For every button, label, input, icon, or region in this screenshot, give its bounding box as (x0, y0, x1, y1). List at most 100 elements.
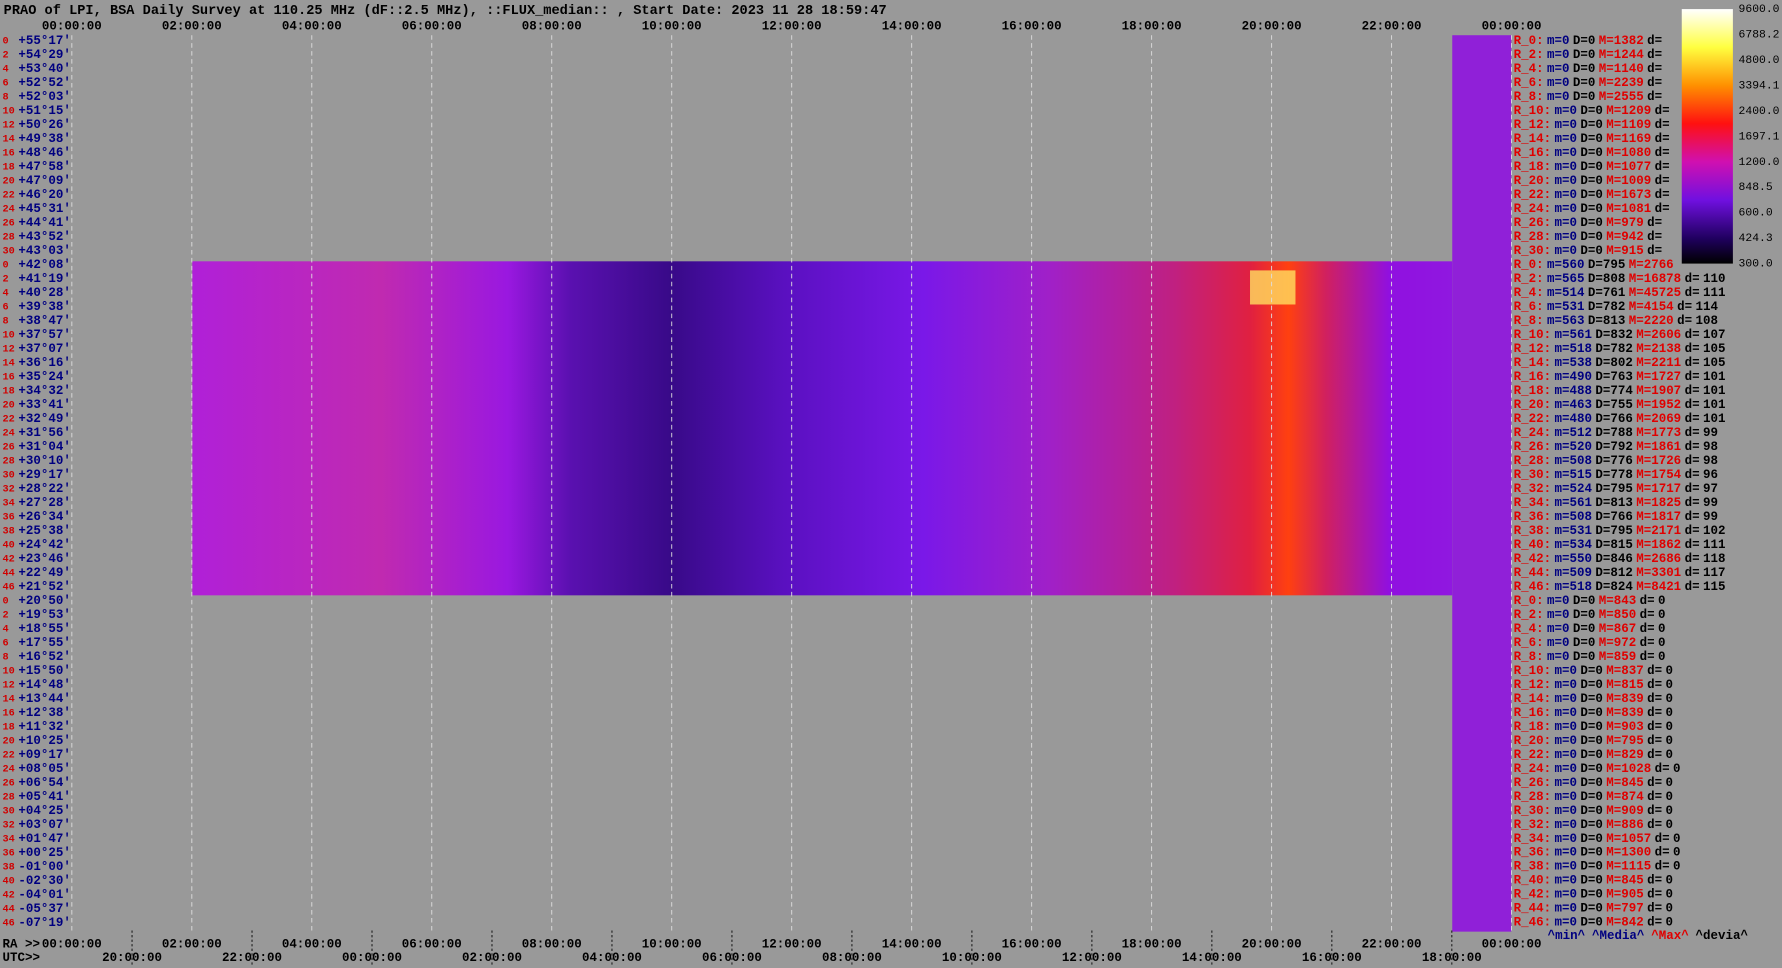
field-value: 0 (1588, 34, 1596, 48)
field-label: D= (1580, 160, 1595, 174)
field-label: d= (1685, 286, 1700, 300)
field-value: 0 (1569, 692, 1577, 706)
field-value: 111 (1703, 538, 1725, 552)
field-label: D= (1588, 286, 1603, 300)
field-value: 0 (1588, 622, 1596, 636)
field-value: 0 (1569, 748, 1577, 762)
field-label: m= (1554, 216, 1569, 230)
beam-number: 0 (3, 595, 9, 607)
field-value: 776 (1610, 454, 1632, 468)
field-label: M= (1636, 510, 1651, 524)
beam-number: 6 (3, 78, 9, 90)
field-value: 0 (1569, 902, 1577, 916)
declination: +38°47′ (18, 314, 70, 328)
ra-label: 08:00:00 (522, 937, 582, 951)
field-value: 0 (1595, 244, 1603, 258)
field-label: D= (1580, 818, 1595, 832)
footer-item: ^Media^ (1592, 929, 1645, 943)
ra-label: 00:00:00 (42, 937, 102, 951)
field-value: 8421 (1651, 580, 1681, 594)
field-label: M= (1606, 804, 1621, 818)
field-value: 1726 (1651, 454, 1681, 468)
declination: +35°24′ (18, 370, 70, 384)
beam-row: R_36: m=508 D=766 M=1817 d= 99 (1514, 510, 1718, 524)
time-top-label: 16:00:00 (1002, 19, 1062, 33)
declination: +27°28′ (18, 496, 70, 510)
beam-row: R_30: m=0 D=0 M=915 d= (1514, 244, 1663, 258)
beam-label: R_46: (1514, 916, 1551, 930)
field-label: m= (1547, 48, 1562, 62)
field-label: d= (1685, 510, 1700, 524)
time-top-label: 22:00:00 (1362, 19, 1422, 33)
field-value: 795 (1621, 734, 1643, 748)
field-label: m= (1547, 76, 1562, 90)
field-value: 0 (1569, 832, 1577, 846)
field-value: 0 (1588, 90, 1596, 104)
field-label: D= (1595, 566, 1610, 580)
field-value: 0 (1673, 762, 1680, 776)
field-value: 942 (1621, 230, 1643, 244)
declination: +55°17′ (18, 34, 70, 48)
field-value: 1862 (1651, 538, 1681, 552)
field-value: 0 (1562, 62, 1569, 76)
field-label: d= (1647, 216, 1662, 230)
field-label: D= (1573, 62, 1588, 76)
field-label: M= (1599, 622, 1614, 636)
beam-row: R_12: m=518 D=782 M=2138 d= 105 (1514, 342, 1726, 356)
beam-row: R_34: m=0 D=0 M=1057 d= 0 (1514, 832, 1681, 846)
field-value: 0 (1569, 160, 1577, 174)
field-label: M= (1599, 636, 1614, 650)
beam-number: 30 (3, 805, 15, 817)
beam-number: 44 (3, 568, 15, 580)
declination: +23°46′ (18, 552, 70, 566)
field-value: 563 (1562, 314, 1584, 328)
beam-label: R_6: (1514, 300, 1544, 314)
field-label: M= (1606, 888, 1621, 902)
field-value: 0 (1569, 146, 1577, 160)
field-label: m= (1547, 286, 1562, 300)
beam-row: R_28: m=0 D=0 M=874 d= 0 (1514, 790, 1673, 804)
time-top-label: 02:00:00 (162, 19, 222, 33)
field-value: 1673 (1621, 188, 1651, 202)
field-value: 0 (1595, 720, 1603, 734)
declination: +34°32′ (18, 384, 70, 398)
field-value: 98 (1703, 454, 1718, 468)
field-label: m= (1554, 468, 1569, 482)
field-value: 0 (1595, 860, 1603, 874)
field-label: m= (1547, 594, 1562, 608)
beam-label: R_40: (1514, 538, 1551, 552)
beam-row: R_22: m=0 D=0 M=1673 d= (1514, 188, 1670, 202)
ra-label: 04:00:00 (282, 937, 342, 951)
field-label: m= (1554, 706, 1569, 720)
field-label: d= (1655, 832, 1670, 846)
field-label: d= (1685, 552, 1700, 566)
beam-label: R_0: (1514, 34, 1544, 48)
field-label: D= (1573, 650, 1588, 664)
field-label: D= (1595, 580, 1610, 594)
field-label: m= (1554, 538, 1569, 552)
field-value: 0 (1595, 916, 1603, 930)
declination: +13°44′ (18, 692, 70, 706)
beam-row: R_8: m=563 D=813 M=2220 d= 108 (1514, 314, 1718, 328)
field-value: 1109 (1621, 118, 1651, 132)
field-value: 117 (1703, 566, 1725, 580)
ra-label: 14:00:00 (882, 937, 942, 951)
field-label: M= (1636, 426, 1651, 440)
field-label: M= (1606, 720, 1621, 734)
field-value: 508 (1569, 454, 1591, 468)
field-value: 518 (1569, 580, 1591, 594)
beam-row: R_26: m=0 D=0 M=845 d= 0 (1514, 776, 1673, 790)
ra-label: 00:00:00 (1482, 937, 1542, 951)
field-label: m= (1547, 62, 1562, 76)
beam-number: 12 (3, 120, 15, 132)
field-label: M= (1636, 370, 1651, 384)
beam-number: 10 (3, 330, 15, 342)
beam-label: R_40: (1514, 874, 1551, 888)
beam-label: R_12: (1514, 118, 1551, 132)
colorbar-tick: 848.5 (1739, 182, 1773, 194)
declination: +31°56′ (18, 426, 70, 440)
beam-row: R_44: m=509 D=812 M=3301 d= 117 (1514, 566, 1726, 580)
beam-row: R_12: m=0 D=0 M=1109 d= (1514, 118, 1670, 132)
field-label: D= (1595, 524, 1610, 538)
field-label: d= (1647, 34, 1662, 48)
